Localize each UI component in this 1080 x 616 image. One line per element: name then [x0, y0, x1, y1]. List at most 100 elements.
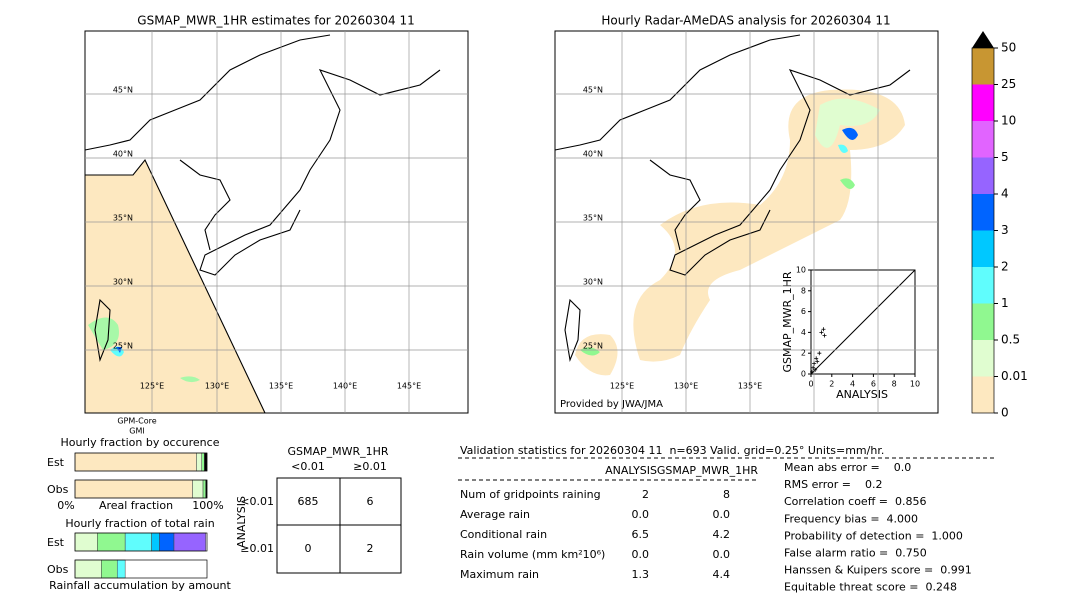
scatter-point: [810, 369, 815, 374]
val-value: 4.4: [713, 568, 731, 581]
x-tick-label: 4: [850, 380, 855, 389]
val-label: Rain volume (mm km²10⁶): [460, 548, 605, 561]
lat-label: 40°N: [583, 150, 603, 159]
val-value: 0.0: [713, 548, 731, 561]
scatter-point: [819, 330, 824, 335]
val-value: 0.0: [713, 508, 731, 521]
colorbar-label: 0.5: [1001, 333, 1020, 347]
colorbar-label: 5: [1001, 150, 1009, 164]
colorbar-label: 2: [1001, 260, 1009, 274]
colorbar-label: 4: [1001, 187, 1009, 201]
row-label: Obs: [47, 483, 69, 496]
scatter-point: [813, 367, 818, 372]
sensor: GPM-Core: [117, 417, 156, 426]
colorbar-bin: [972, 303, 994, 340]
lon-label: 145°E: [397, 382, 421, 391]
lon-label: 130°E: [674, 382, 698, 391]
colorbar-label: 0: [1001, 406, 1009, 420]
cont-cell: 6: [367, 495, 374, 508]
scatter-point: [814, 356, 819, 361]
colorbar-label: 25: [1001, 77, 1016, 91]
colorbar-label: 1: [1001, 296, 1009, 310]
colorbar-bin: [972, 84, 994, 121]
val-value: 1.3: [632, 568, 650, 581]
x-tick-label: 6: [871, 380, 876, 389]
lat-label: 30°N: [583, 278, 603, 287]
cont-row-axis: ANALYSIS: [235, 496, 248, 548]
score: Mean abs error = 0.0: [784, 461, 911, 474]
y-tick-label: 8: [801, 286, 806, 295]
cont-row: <0.01: [240, 495, 274, 508]
bar-frame: [74, 532, 208, 552]
score: RMS error = 0.2: [784, 478, 882, 491]
lat-label: 45°N: [113, 86, 133, 95]
left-map: [84, 34, 441, 414]
score: Probability of detection = 1.000: [784, 529, 963, 542]
colorbar-bin: [972, 121, 994, 158]
val-value: 0.0: [632, 548, 650, 561]
fraction-segment: [159, 532, 175, 552]
lat-label: 35°N: [583, 214, 603, 223]
fraction-segment: [74, 532, 98, 552]
val-value: 8: [723, 488, 730, 501]
lat-label: 30°N: [113, 278, 133, 287]
scatter-point: [821, 327, 826, 332]
score: Correlation coeff = 0.856: [784, 495, 926, 508]
cont-col: ≥0.01: [353, 460, 387, 473]
lon-label: 125°E: [140, 382, 164, 391]
val-value: 0.0: [632, 508, 650, 521]
colorbar-label: 0.01: [1001, 369, 1028, 383]
lat-label: 25°N: [113, 342, 133, 351]
occ-axis: 0%: [57, 499, 74, 512]
val-value: 6.5: [632, 528, 650, 541]
fraction-segment: [101, 559, 118, 579]
x-tick-label: 2: [829, 380, 834, 389]
score: Frequency bias = 4.000: [784, 512, 918, 525]
colorbar-bin: [972, 194, 994, 231]
right-map: [554, 34, 911, 376]
lon-label: 135°E: [738, 382, 762, 391]
lon-label: 130°E: [205, 382, 229, 391]
cont-col: <0.01: [291, 460, 325, 473]
y-tick-label: 10: [796, 266, 806, 275]
cont-cell: 685: [298, 495, 319, 508]
colorbar-bin: [972, 157, 994, 194]
row-label: Obs: [47, 563, 69, 576]
cont-row: ≥0.01: [240, 542, 274, 555]
fraction-segment: [74, 452, 197, 472]
colorbar-label: 10: [1001, 114, 1016, 128]
colorbar-bin: [972, 230, 994, 267]
total-title: Hourly fraction of total rain: [65, 517, 214, 530]
colorbar-bin: [972, 376, 994, 413]
val-label: Num of gridpoints raining: [460, 488, 601, 501]
val-value: 2: [642, 488, 649, 501]
y-tick-label: 6: [801, 307, 806, 316]
occ-axis: Areal fraction: [99, 499, 173, 512]
fraction-segment: [196, 452, 202, 472]
scatter-point: [811, 365, 816, 370]
y-tick-label: 0: [801, 370, 806, 379]
lon-label: 140°E: [333, 382, 357, 391]
right-title: Hourly Radar-AMeDAS analysis for 2026030…: [601, 14, 890, 28]
scatter-point: [815, 359, 820, 364]
val-label: Conditional rain: [460, 528, 547, 541]
row-label: Est: [47, 536, 65, 549]
fraction-segment: [192, 479, 204, 499]
fraction-segment: [97, 532, 126, 552]
fraction-segment: [201, 452, 205, 472]
lat-label: 45°N: [583, 86, 603, 95]
fraction-segment: [74, 479, 193, 499]
cont-cell: 0: [305, 542, 312, 555]
score: Hanssen & Kuipers score = 0.991: [784, 564, 972, 577]
bar-frame: [74, 452, 208, 472]
colorbar-bin: [972, 267, 994, 304]
lon-label: 135°E: [269, 382, 293, 391]
total-caption: Rainfall accumulation by amount: [49, 579, 231, 592]
bar-frame: [74, 559, 208, 579]
val-value: 4.2: [713, 528, 731, 541]
inset-bg: [784, 262, 926, 402]
score: False alarm ratio = 0.750: [784, 547, 927, 560]
scatter-xlabel: ANALYSIS: [836, 388, 888, 401]
val-col: ANALYSIS: [605, 464, 657, 477]
